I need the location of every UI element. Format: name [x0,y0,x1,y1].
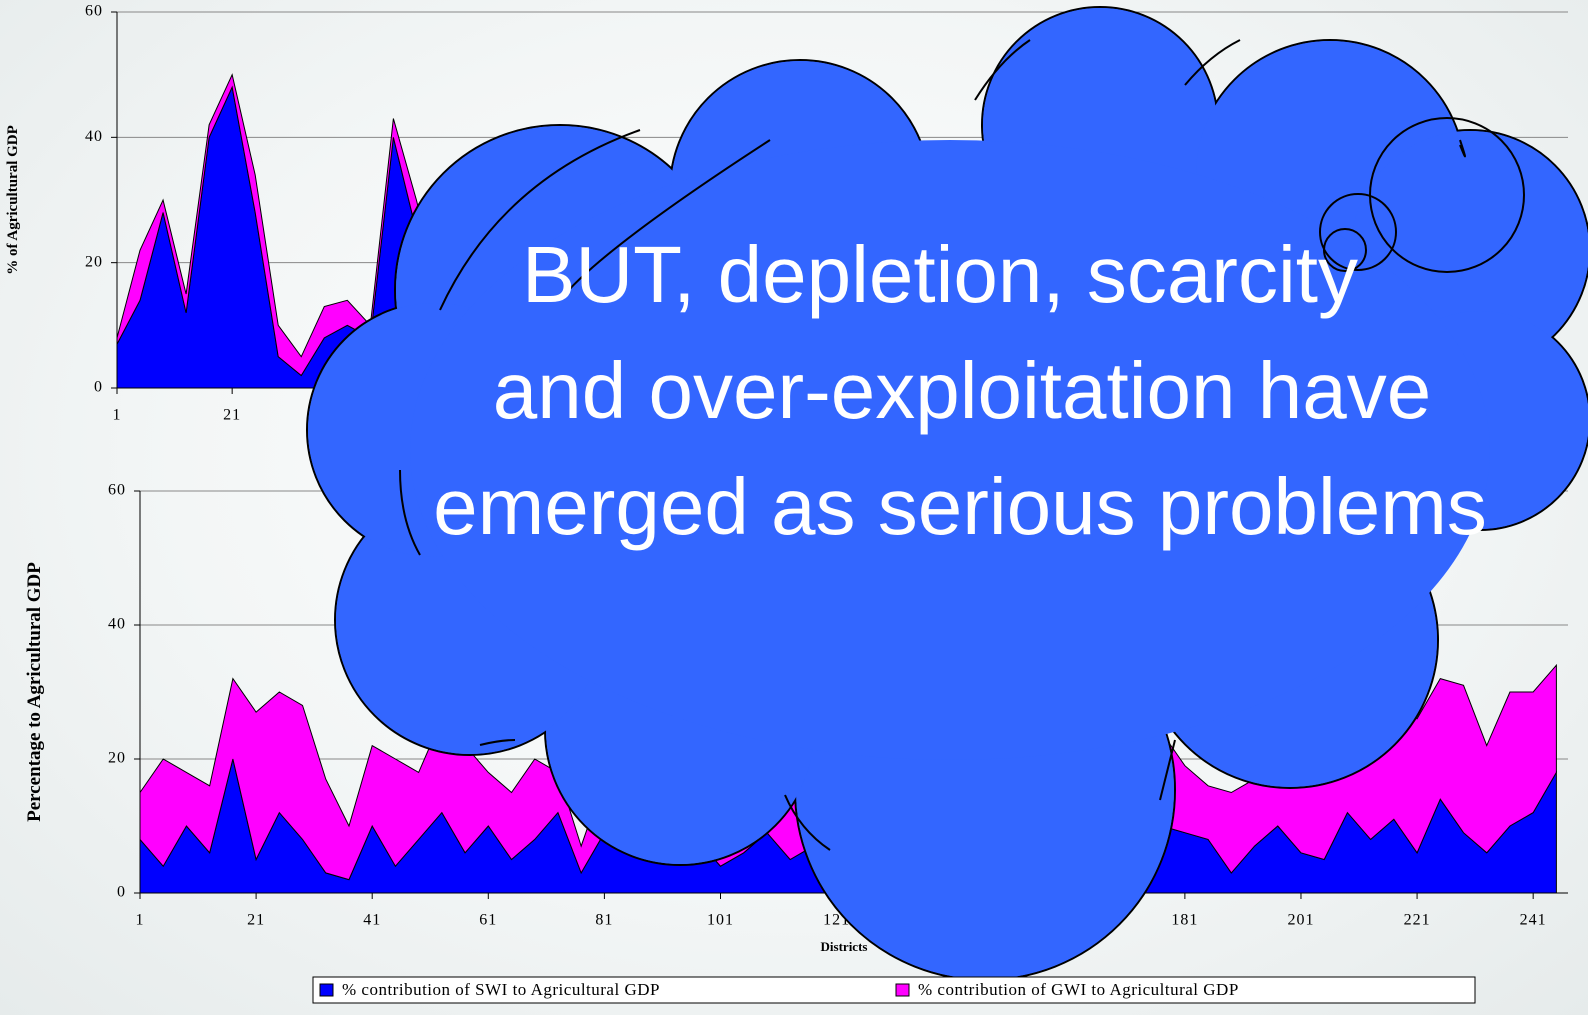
legend-label: % contribution of GWI to Agricultural GD… [918,980,1239,999]
legend-label: % contribution of SWI to Agricultural GD… [342,980,660,999]
page: {"chart_data": [ {"type": "area", "y_lab… [0,0,1588,1015]
legend-swatch [320,984,333,996]
legend-swatch [896,984,909,996]
legend-layer: % contribution of SWI to Agricultural GD… [0,0,1588,1015]
